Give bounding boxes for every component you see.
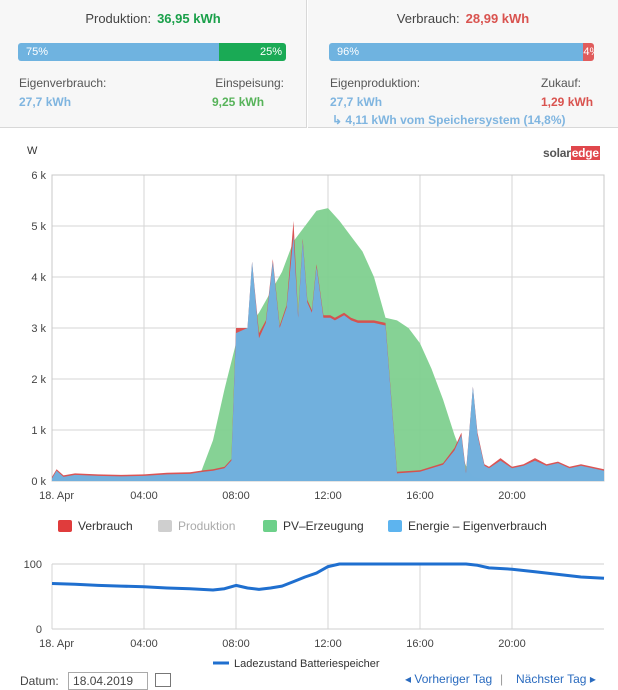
y-axis-unit: W	[27, 145, 38, 157]
self-production-value: 27,7 kWh	[330, 95, 383, 109]
x-tick-label: 04:00	[130, 638, 158, 650]
battery-y-axis-ticks: 0 100	[24, 559, 42, 636]
x-tick-label: 16:00	[406, 638, 434, 650]
consumption-bar: 96% 4%	[329, 43, 594, 61]
consumption-summary-panel: Verbrauch: 28,99 kWh 96% 4% Eigenprodukti…	[308, 0, 618, 128]
solaredge-logo: solaredge	[543, 146, 600, 160]
legend-swatch-verbrauch	[58, 520, 72, 532]
x-axis-ticks: 18. Apr 04:00 08:00 12:00 16:00 20:00	[39, 490, 526, 502]
battery-chart[interactable]: 0 100 18. Apr 04:00 08:00 12:00 16:00 20:00 La…	[0, 545, 618, 685]
consumption-bar-left-label: 96%	[337, 46, 360, 58]
x-tick-label: 12:00	[314, 490, 342, 502]
power-chart[interactable]: W 0 k 1 k 2 k 3 k 4 k 5 k 6 k 18. Apr 04:00 08:0…	[0, 0, 618, 510]
self-consumption-value: 27,7 kWh	[19, 95, 72, 109]
legend-swatch-energie	[388, 520, 402, 532]
y-tick-label: 0 k	[31, 476, 46, 488]
y-tick-label: 4 k	[31, 272, 46, 284]
legend-label-produktion: Produktion	[178, 519, 236, 533]
storage-arrow-icon: ↳	[332, 113, 343, 127]
consumption-title: Verbrauch: 28,99 kWh	[308, 11, 618, 26]
legend-item-verbrauch[interactable]: Verbrauch	[58, 519, 133, 533]
production-title: Produktion: 36,95 kWh	[0, 11, 306, 26]
battery-x-axis-ticks: 18. Apr 04:00 08:00 12:00 16:00 20:00	[39, 638, 526, 650]
production-bar: 75% 25%	[18, 43, 286, 61]
consumption-purchase-segment: 4%	[583, 43, 594, 61]
battery-soc-line[interactable]	[51, 562, 605, 592]
consumption-value: 28,99 kWh	[465, 11, 530, 26]
feed-in-value: 9,25 kWh	[212, 95, 265, 109]
consumption-bar-right-label: 4%	[583, 46, 594, 58]
datum-label: Datum:	[20, 674, 59, 688]
production-value: 36,95 kWh	[157, 11, 221, 26]
self-production-label: Eigenproduktion:	[330, 76, 421, 90]
legend-swatch-produktion	[158, 520, 172, 532]
date-input[interactable]: 18.04.2019	[68, 672, 149, 690]
legend-label-energie: Energie – Eigenverbrauch	[408, 519, 547, 533]
purchase-value: 1,29 kWh	[541, 95, 594, 109]
production-self-consumption-segment: 75%	[18, 43, 219, 61]
y-tick-label: 2 k	[31, 374, 46, 386]
production-feed-in-segment: 25%	[219, 43, 286, 61]
storage-note: ↳ 4,11 kWh vom Speichersystem (14,8%)	[332, 113, 566, 127]
date-footer: Datum: 18.04.2019 ◂ Vorheriger Tag | Näc…	[20, 672, 596, 690]
logo-part-edge: edge	[570, 146, 600, 160]
x-tick-label: 08:00	[222, 490, 250, 502]
y-tick-label: 100	[24, 559, 42, 571]
legend-item-energie[interactable]: Energie – Eigenverbrauch	[388, 519, 547, 533]
self-consumption-label: Eigenverbrauch:	[19, 76, 107, 90]
feed-in-label: Einspeisung:	[215, 76, 284, 90]
legend-item-pv[interactable]: PV–Erzeugung	[263, 519, 364, 533]
storage-note-text: 4,11 kWh vom Speichersystem (14,8%)	[345, 113, 566, 127]
battery-legend-label: Ladezustand Batteriespeicher	[234, 658, 380, 670]
production-label: Produktion:	[85, 11, 152, 26]
chart-areas	[52, 208, 604, 481]
legend-label-pv: PV–Erzeugung	[283, 519, 364, 533]
x-tick-label: 20:00	[498, 490, 526, 502]
production-bar-left-label: 75%	[26, 46, 49, 58]
x-tick-label: 12:00	[314, 638, 342, 650]
y-axis-ticks: 0 k 1 k 2 k 3 k 4 k 5 k 6 k	[31, 170, 46, 488]
next-day-link[interactable]: Nächster Tag ▸	[516, 672, 596, 686]
footer-separator: |	[500, 672, 504, 686]
x-tick-label: 18. Apr	[39, 490, 74, 502]
production-summary-panel: Produktion: 36,95 kWh 75% 25% Eigenverbra…	[0, 0, 307, 128]
legend-item-produktion[interactable]: Produktion	[158, 519, 235, 533]
date-input-value: 18.04.2019	[73, 674, 134, 688]
battery-chart-grid	[51, 563, 604, 630]
series-area-energie-eigenverbrauch[interactable]	[52, 236, 604, 481]
logo-part-solar: solar	[543, 146, 571, 160]
x-tick-label: 04:00	[130, 490, 158, 502]
y-tick-label: 3 k	[31, 323, 46, 335]
legend-swatch-pv	[263, 520, 277, 532]
purchase-label: Zukauf:	[541, 76, 582, 90]
y-tick-label: 0	[36, 624, 42, 636]
production-bar-right-label: 25%	[259, 46, 282, 58]
y-tick-label: 1 k	[31, 425, 46, 437]
consumption-label: Verbrauch:	[396, 11, 460, 26]
calendar-icon[interactable]	[155, 673, 172, 687]
battery-chart-lines	[51, 562, 605, 592]
previous-day-link[interactable]: ◂ Vorheriger Tag	[405, 672, 493, 686]
legend-label-verbrauch: Verbrauch	[78, 519, 133, 533]
x-tick-label: 18. Apr	[39, 638, 74, 650]
consumption-self-production-segment: 96%	[329, 43, 584, 61]
y-tick-label: 6 k	[31, 170, 46, 182]
x-tick-label: 16:00	[406, 490, 434, 502]
y-tick-label: 5 k	[31, 221, 46, 233]
x-tick-label: 08:00	[222, 638, 250, 650]
x-tick-label: 20:00	[498, 638, 526, 650]
